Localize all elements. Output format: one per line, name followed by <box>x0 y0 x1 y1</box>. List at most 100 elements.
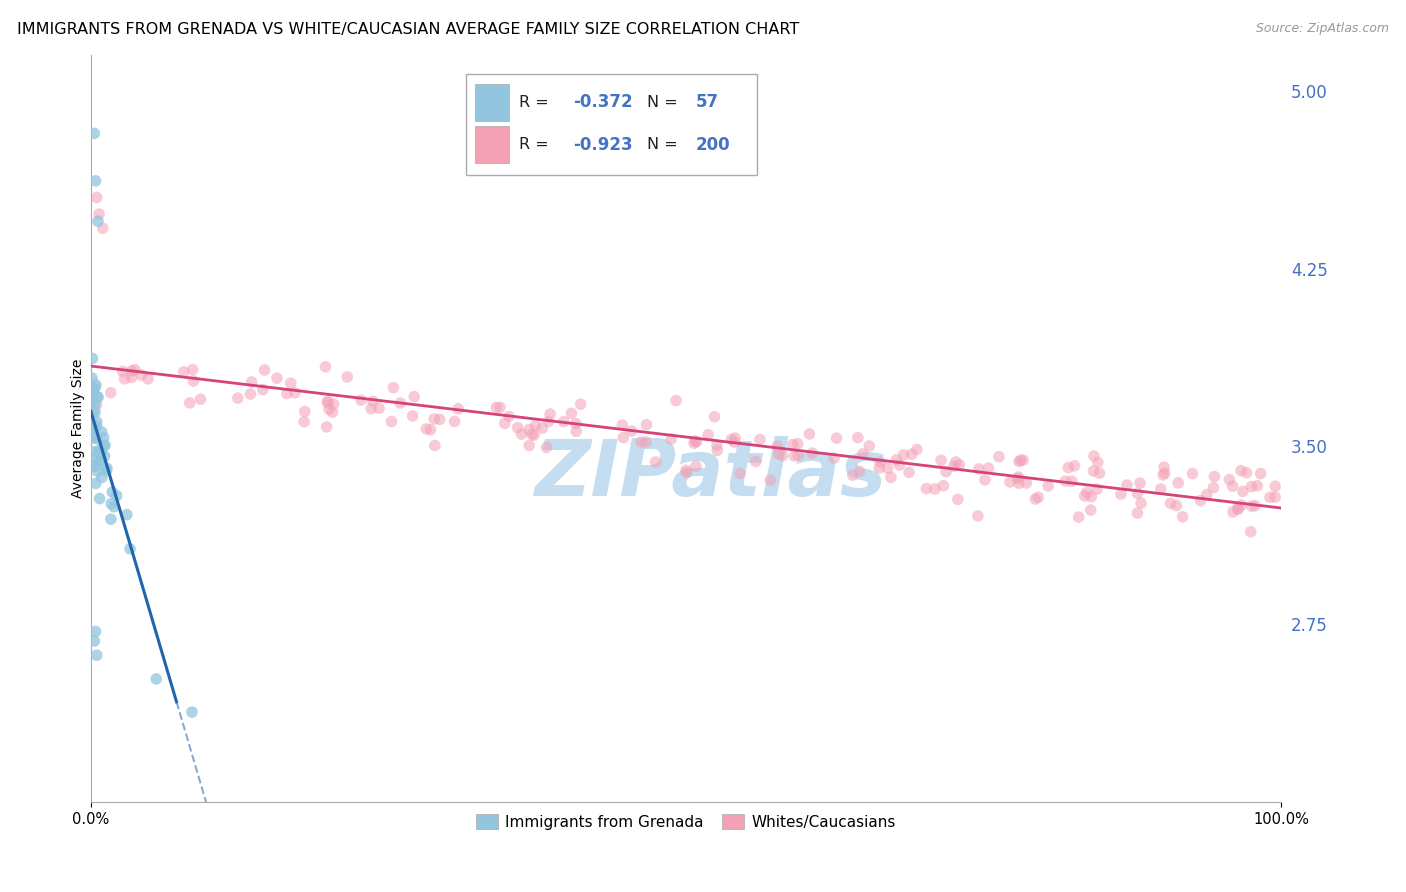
Point <box>489 401 512 415</box>
Text: R =: R = <box>519 95 554 110</box>
Point <box>145 672 167 686</box>
Point <box>745 454 768 468</box>
Point <box>517 438 540 452</box>
Point <box>83 423 105 437</box>
Point <box>91 221 114 235</box>
Point <box>423 438 446 452</box>
Point <box>87 390 110 404</box>
Point <box>115 508 138 522</box>
Point <box>82 422 104 436</box>
Point <box>1010 453 1032 467</box>
Point <box>86 390 108 404</box>
Point <box>858 439 880 453</box>
Point <box>799 427 821 442</box>
Point <box>942 459 965 474</box>
Point <box>517 423 540 437</box>
Point <box>82 458 104 473</box>
Point <box>935 465 957 479</box>
Point <box>83 127 105 141</box>
Point <box>404 390 426 404</box>
Point <box>1258 490 1281 504</box>
Point <box>419 423 441 437</box>
Point <box>1250 467 1272 481</box>
Point <box>772 449 794 463</box>
Point <box>560 406 582 420</box>
Point <box>1181 467 1204 481</box>
Point <box>924 482 946 496</box>
Point <box>720 433 742 447</box>
Point <box>83 383 105 397</box>
Point <box>423 412 446 426</box>
Point <box>612 418 634 433</box>
Point <box>314 359 336 374</box>
Text: ZIPatlas: ZIPatlas <box>534 435 886 511</box>
Text: N =: N = <box>647 137 682 153</box>
Point <box>316 394 339 409</box>
Point <box>84 405 107 419</box>
Point <box>1007 470 1029 484</box>
Point <box>636 417 658 432</box>
Point <box>89 445 111 459</box>
Point <box>284 385 307 400</box>
Point <box>321 405 343 419</box>
Point <box>876 461 898 475</box>
Point <box>101 485 124 500</box>
Point <box>1007 472 1029 486</box>
Point <box>1057 460 1080 475</box>
Point <box>361 394 384 409</box>
Point <box>84 174 107 188</box>
Point <box>948 458 970 472</box>
Text: N =: N = <box>647 95 682 110</box>
Point <box>685 434 707 449</box>
Point <box>620 424 643 438</box>
Point <box>749 433 772 447</box>
Point <box>706 443 728 458</box>
Point <box>683 436 706 450</box>
Point <box>520 427 543 442</box>
Point <box>89 491 111 506</box>
Point <box>1126 486 1149 500</box>
Point <box>998 475 1021 489</box>
Point <box>253 363 276 377</box>
Point <box>510 427 533 442</box>
Point <box>84 624 107 639</box>
Point <box>1227 501 1250 516</box>
Point <box>190 392 212 407</box>
Point <box>1230 464 1253 478</box>
Point <box>506 420 529 434</box>
Point <box>136 372 159 386</box>
Point <box>974 473 997 487</box>
Point <box>89 447 111 461</box>
Point <box>226 391 249 405</box>
Text: -0.923: -0.923 <box>572 136 633 153</box>
Point <box>280 376 302 391</box>
Point <box>121 364 143 378</box>
Point <box>1240 480 1263 494</box>
Point <box>1195 488 1218 502</box>
Point <box>87 214 110 228</box>
Point <box>685 434 707 448</box>
Point <box>94 438 117 452</box>
Point <box>1054 474 1077 488</box>
Point <box>86 464 108 478</box>
Text: 200: 200 <box>696 136 730 153</box>
Point <box>1067 510 1090 524</box>
Point <box>336 370 359 384</box>
Point <box>900 447 922 461</box>
Point <box>82 406 104 420</box>
Point <box>86 418 108 433</box>
Point <box>86 397 108 411</box>
Point <box>889 458 911 472</box>
Point <box>569 397 592 411</box>
Point <box>886 452 908 467</box>
Point <box>316 396 339 410</box>
Point <box>706 438 728 452</box>
Point <box>1085 482 1108 496</box>
Point <box>1087 455 1109 469</box>
Point <box>553 415 575 429</box>
Point <box>1074 489 1097 503</box>
Point <box>183 374 205 388</box>
Point <box>946 492 969 507</box>
Point <box>1080 503 1102 517</box>
Point <box>898 466 921 480</box>
